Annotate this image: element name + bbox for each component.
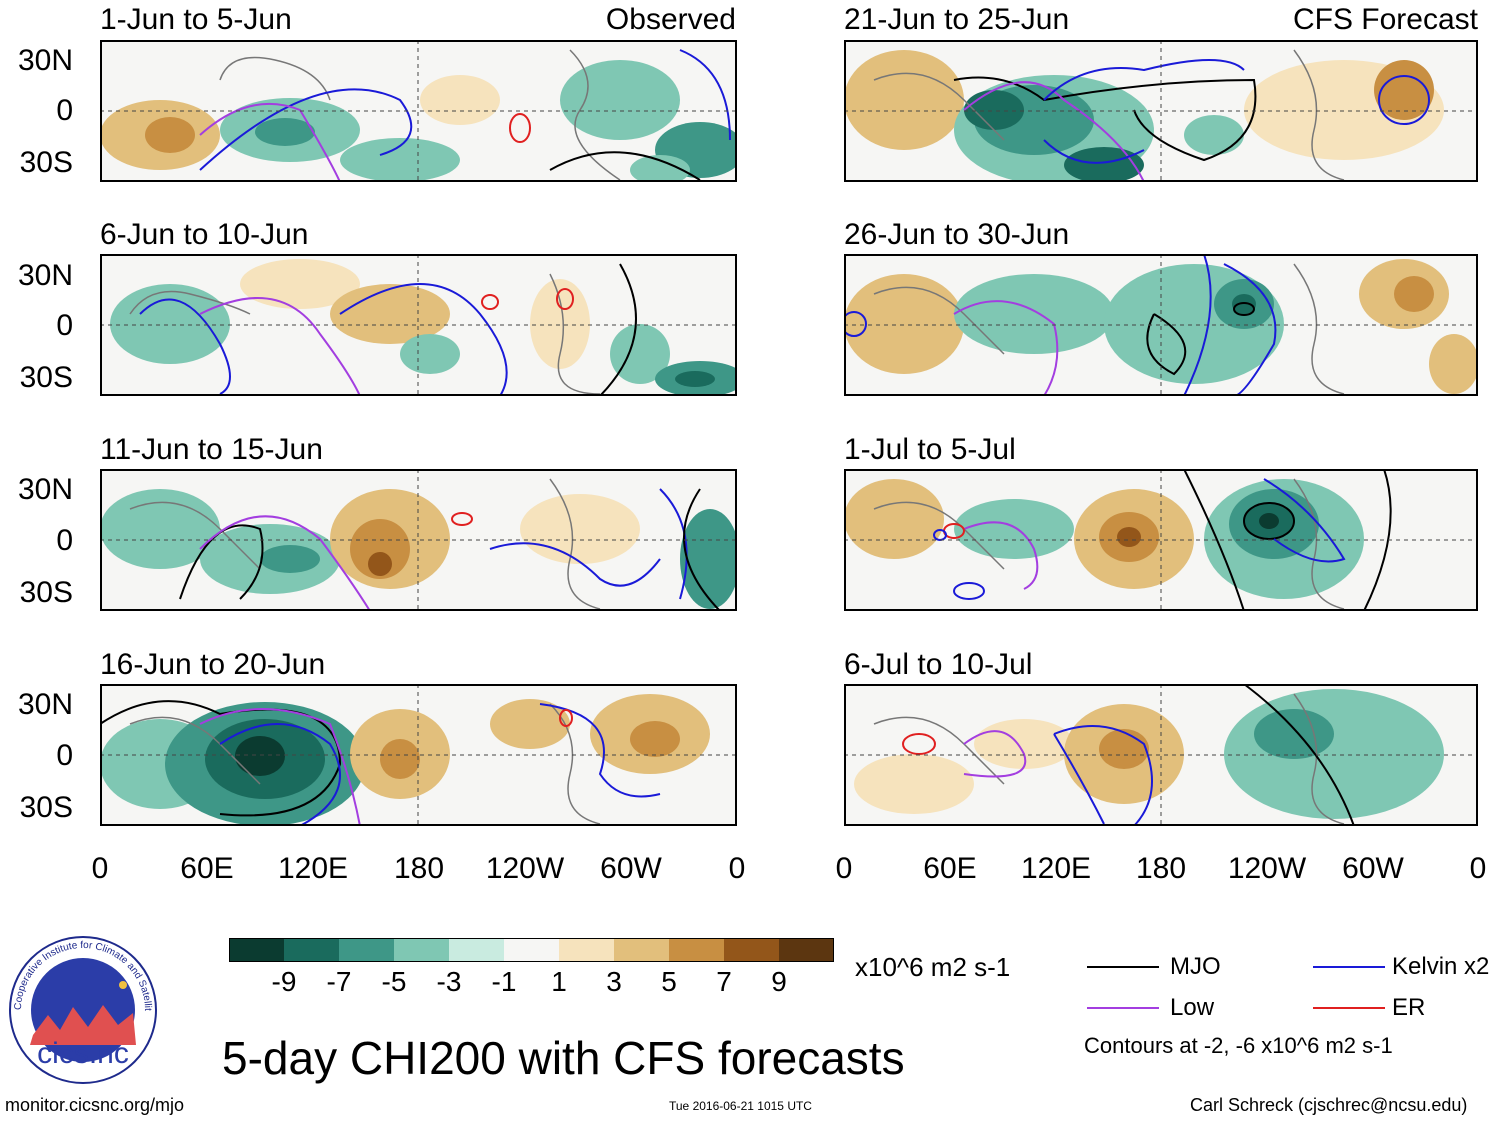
colorbar-border: [229, 938, 834, 962]
lon-label: 0: [91, 852, 109, 885]
colorbar-tick-label: -9: [271, 966, 297, 997]
legend-label-mjo: MJO: [1170, 953, 1221, 980]
map-panel: [844, 684, 1478, 826]
lon-label: 120E: [277, 852, 349, 885]
lat-label: 30S: [19, 576, 73, 609]
lon-label: 60W: [600, 852, 662, 885]
colorbar-units: x10^6 m2 s-1: [855, 952, 1011, 982]
main-title: 5-day CHI200 with CFS forecasts: [222, 1032, 905, 1084]
map-panel: [100, 684, 737, 826]
legend-swatch-mjo: [1087, 966, 1159, 968]
colorbar-tick-label: 7: [716, 966, 732, 997]
map-panel: [844, 254, 1478, 396]
colorbar-tick-label: -7: [326, 966, 352, 997]
panel-title: 6-Jul to 10-Jul: [844, 648, 1033, 681]
colorbar-tick-label: -3: [436, 966, 462, 997]
colorbar-swatch: [229, 938, 285, 962]
panel-title: 26-Jun to 30-Jun: [844, 218, 1070, 251]
colorbar-swatch: [394, 938, 450, 962]
lat-label: 30N: [17, 44, 73, 77]
legend-swatch-low: [1087, 1007, 1159, 1009]
logo-text: cics.nc: [37, 1037, 129, 1070]
lat-label: 30S: [19, 791, 73, 824]
colorbar-swatch: [779, 938, 834, 962]
map-panel: [844, 40, 1478, 182]
lon-label: 120W: [1227, 852, 1307, 885]
colorbar-tick-label: 5: [661, 966, 677, 997]
footer-author: Carl Schreck (cjschrec@ncsu.edu): [1190, 1095, 1468, 1115]
colorbar-tick-label: -1: [491, 966, 517, 997]
panel-title: 6-Jun to 10-Jun: [100, 218, 309, 251]
cics-nc-logo: Cooperative Institute for Climate and Sa…: [8, 935, 157, 1084]
lon-label: 0: [835, 852, 853, 885]
colorbar-swatch: [284, 938, 340, 962]
colorbar-tick-label: 9: [771, 966, 787, 997]
legend-label-kelvin: Kelvin x2: [1392, 953, 1490, 980]
colorbar-swatch: [669, 938, 725, 962]
legend-swatch-er: [1313, 1007, 1385, 1009]
lat-label: 30N: [17, 688, 73, 721]
colorbar-swatch: [559, 938, 615, 962]
colorbar: [229, 938, 834, 962]
legend-label-low: Low: [1170, 994, 1215, 1021]
lon-label: 120W: [485, 852, 565, 885]
lat-label: 30S: [19, 146, 73, 179]
lat-label: 0: [56, 94, 73, 127]
lon-label: 0: [728, 852, 746, 885]
lat-label: 0: [56, 309, 73, 342]
map-panel: [844, 469, 1478, 611]
colorbar-tick-label: 1: [551, 966, 567, 997]
colorbar-swatch: [339, 938, 395, 962]
footer-timestamp: Tue 2016-06-21 1015 UTC: [669, 1099, 812, 1113]
lon-label: 180: [393, 852, 445, 885]
map-panel: [100, 254, 737, 396]
lat-label: 30S: [19, 361, 73, 394]
map-panel: [100, 469, 737, 611]
lat-label: 0: [56, 739, 73, 772]
footer-url: monitor.cicsnc.org/mjo: [5, 1095, 185, 1115]
colorbar-tick-label: 3: [606, 966, 622, 997]
lat-label: 30N: [17, 259, 73, 292]
panel-title: 1-Jul to 5-Jul: [844, 433, 1016, 466]
lat-label: 0: [56, 524, 73, 557]
lon-label: 120E: [1020, 852, 1092, 885]
lon-label: 180: [1135, 852, 1187, 885]
panel-title: 11-Jun to 15-Jun: [100, 433, 323, 466]
colorbar-swatch: [614, 938, 670, 962]
map-panel: [100, 40, 737, 182]
panel-title: 16-Jun to 20-Jun: [100, 648, 326, 681]
panel-tag-cfs-forecast: CFS Forecast: [1292, 3, 1478, 36]
panel-title: 1-Jun to 5-Jun: [100, 3, 292, 36]
legend-swatch-kelvin: [1313, 966, 1385, 968]
panel-title: 21-Jun to 25-Jun: [844, 3, 1070, 36]
colorbar-swatch: [449, 938, 505, 962]
colorbar-tick-label: -5: [381, 966, 407, 997]
lon-label: 0: [1469, 852, 1487, 885]
lon-label: 60E: [923, 852, 977, 885]
lon-label: 60W: [1342, 852, 1404, 885]
legend-label-er: ER: [1392, 994, 1426, 1021]
legend-note: Contours at -2, -6 x10^6 m2 s-1: [1084, 1033, 1393, 1058]
lat-label: 30N: [17, 473, 73, 506]
colorbar-swatch: [724, 938, 780, 962]
colorbar-swatch: [504, 938, 560, 962]
panel-tag-observed: Observed: [605, 3, 736, 36]
lon-label: 60E: [180, 852, 234, 885]
